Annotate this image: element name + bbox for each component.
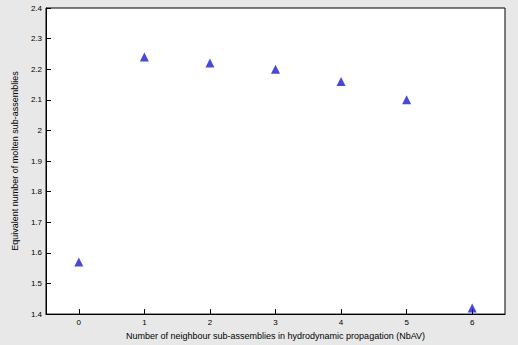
svg-text:1.8: 1.8 (31, 187, 43, 196)
svg-text:1: 1 (142, 318, 147, 327)
svg-text:2.3: 2.3 (31, 34, 43, 43)
svg-text:5: 5 (404, 318, 409, 327)
svg-text:1.4: 1.4 (31, 310, 43, 319)
svg-text:2.1: 2.1 (31, 95, 43, 104)
svg-text:6: 6 (470, 318, 475, 327)
svg-text:2.2: 2.2 (31, 65, 43, 74)
svg-text:2: 2 (38, 126, 43, 135)
svg-text:Equivalent number of molten su: Equivalent number of molten sub-assembli… (10, 71, 20, 251)
svg-text:2.4: 2.4 (31, 4, 43, 13)
svg-text:0: 0 (77, 318, 82, 327)
svg-text:1.9: 1.9 (31, 157, 43, 166)
svg-text:3: 3 (273, 318, 278, 327)
svg-text:2: 2 (208, 318, 213, 327)
svg-text:1.7: 1.7 (31, 218, 43, 227)
svg-text:4: 4 (339, 318, 344, 327)
svg-text:1.6: 1.6 (31, 248, 43, 257)
svg-text:Number of neighbour sub-assemb: Number of neighbour sub-assemblies in hy… (126, 331, 425, 341)
svg-text:1.5: 1.5 (31, 279, 43, 288)
